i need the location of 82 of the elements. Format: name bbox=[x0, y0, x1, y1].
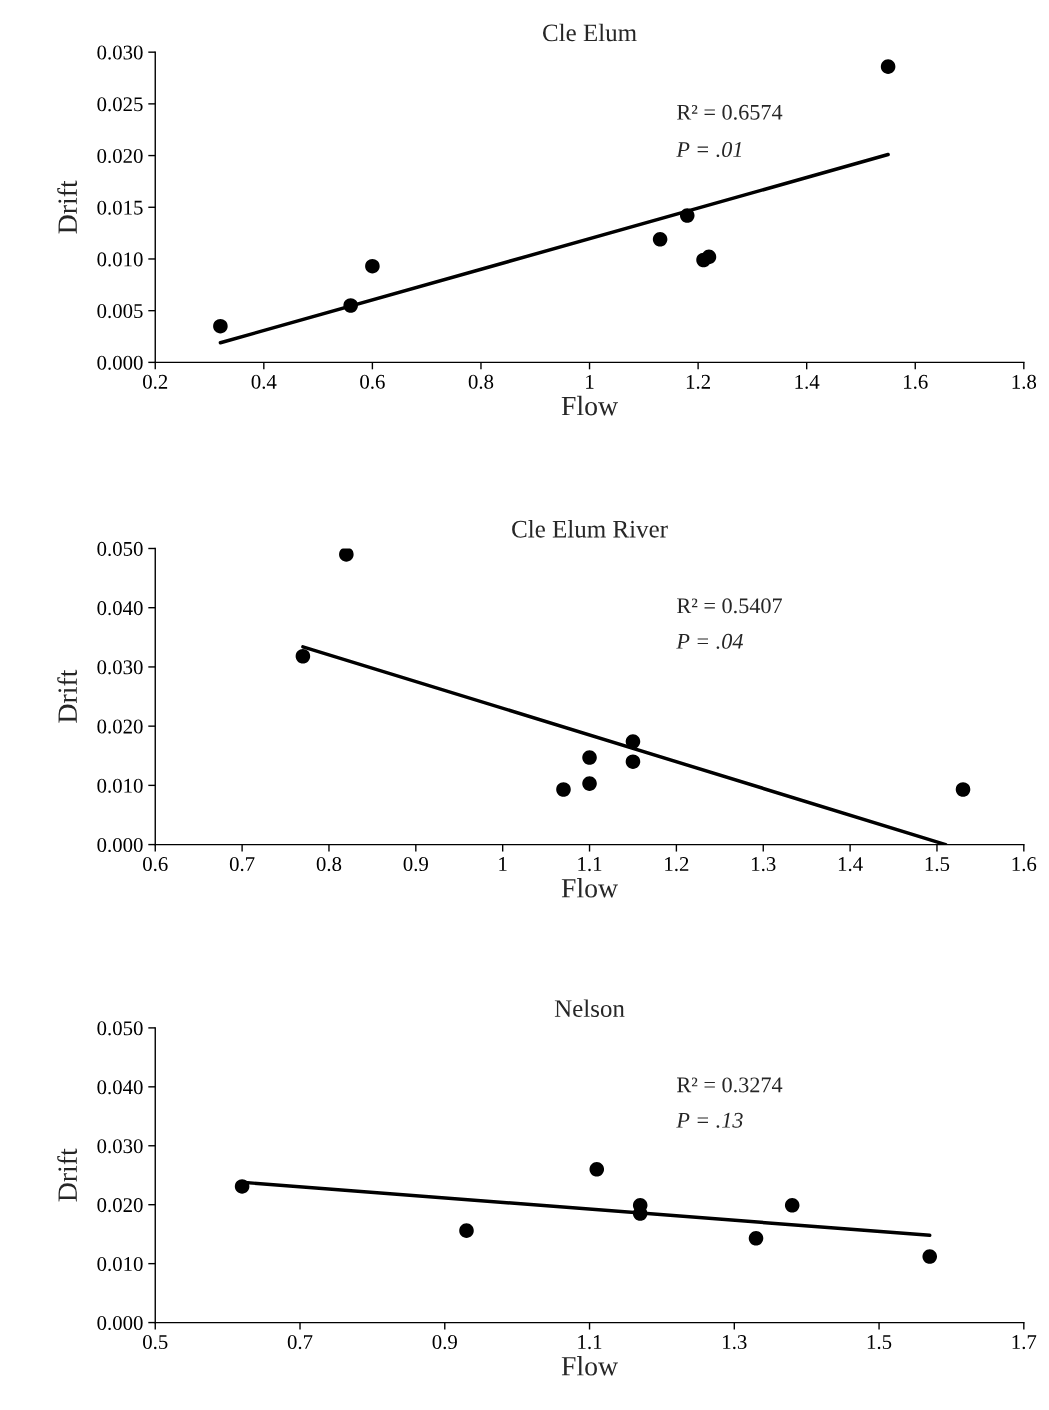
x-tick-label: 1.3 bbox=[723, 1335, 747, 1350]
y-tick-label: 0.010 bbox=[97, 1257, 143, 1272]
point bbox=[955, 782, 971, 797]
y-axis-title: Drift bbox=[57, 180, 78, 234]
point bbox=[589, 1162, 605, 1177]
x-tick-label: 1.6 bbox=[1012, 857, 1037, 872]
y-tick-label: 0.025 bbox=[97, 97, 143, 112]
point bbox=[213, 318, 228, 334]
point bbox=[295, 648, 311, 664]
x-tick-label: 1.2 bbox=[686, 374, 710, 389]
chart-title: Nelson bbox=[554, 999, 625, 1018]
x-tick-label: 0.2 bbox=[143, 374, 168, 389]
y-tick-label: 0.030 bbox=[97, 45, 143, 60]
annotation: R² = 0.6574 bbox=[677, 104, 783, 120]
y-tick-label: 0.000 bbox=[97, 355, 143, 370]
y-axis-title: Drift bbox=[57, 669, 78, 723]
x-axis-title: Flow bbox=[561, 1356, 618, 1376]
chart-title: Cle Elum River bbox=[512, 520, 668, 538]
point bbox=[339, 548, 354, 562]
x-tick-label: 0.7 bbox=[229, 857, 255, 872]
point bbox=[625, 734, 641, 749]
annotation: R² = 0.5407 bbox=[677, 598, 782, 614]
x-axis-title: Flow bbox=[561, 878, 618, 898]
point bbox=[679, 208, 695, 223]
x-tick-label: 1.6 bbox=[904, 374, 928, 389]
x-tick-label: 0.9 bbox=[403, 857, 428, 872]
x-tick-label: 0.8 bbox=[316, 857, 342, 872]
point bbox=[748, 1231, 764, 1246]
y-tick-label: 0.000 bbox=[97, 837, 143, 853]
y-tick-label: 0.010 bbox=[97, 252, 143, 267]
y-tick-label: 0.050 bbox=[97, 541, 143, 557]
annotation: R² = 0.3274 bbox=[677, 1077, 783, 1093]
x-tick-label: 0.6 bbox=[360, 374, 385, 389]
chart-title: Cle Elum bbox=[543, 23, 637, 42]
x-tick-label: 0.5 bbox=[143, 1334, 168, 1350]
x-tick-label: 1.5 bbox=[867, 1335, 892, 1350]
x-tick-label: 1.7 bbox=[1012, 1335, 1037, 1350]
x-tick-label: 0.4 bbox=[251, 374, 277, 389]
x-tick-label: 1 bbox=[499, 857, 507, 871]
point bbox=[234, 1179, 250, 1194]
x-tick-label: 1.4 bbox=[838, 857, 863, 872]
y-tick-label: 0.050 bbox=[97, 1021, 143, 1036]
x-axis-title: Flow bbox=[561, 395, 618, 416]
y-tick-label: 0.005 bbox=[97, 304, 143, 319]
x-tick-label: 0.8 bbox=[468, 374, 494, 389]
y-tick-label: 0.030 bbox=[97, 1139, 143, 1154]
y-tick-label: 0.015 bbox=[97, 200, 143, 215]
x-tick-label: 1.1 bbox=[578, 1335, 602, 1350]
point bbox=[459, 1223, 474, 1238]
point bbox=[556, 782, 571, 797]
annotation: P = .04 bbox=[676, 633, 743, 649]
y-tick-label: 0.020 bbox=[97, 719, 143, 734]
annotation: P = .13 bbox=[676, 1112, 743, 1128]
x-tick-label: 0.7 bbox=[287, 1334, 313, 1350]
point bbox=[582, 776, 597, 791]
x-tick-label: 1.2 bbox=[665, 857, 689, 872]
x-tick-label: 1.1 bbox=[578, 857, 602, 872]
y-tick-label: 0.030 bbox=[97, 660, 143, 675]
x-tick-label: 0.6 bbox=[143, 857, 168, 872]
point bbox=[880, 59, 896, 74]
point bbox=[625, 754, 641, 769]
point bbox=[582, 750, 597, 765]
x-tick-label: 1 bbox=[586, 374, 594, 389]
y-tick-label: 0.040 bbox=[97, 601, 143, 616]
y-tick-label: 0.010 bbox=[97, 778, 143, 793]
x-tick-label: 1.5 bbox=[925, 857, 950, 872]
point bbox=[365, 258, 380, 274]
annotation: P = .01 bbox=[676, 142, 742, 158]
point bbox=[652, 232, 668, 247]
x-tick-label: 0.9 bbox=[432, 1334, 457, 1350]
x-tick-label: 1.4 bbox=[795, 374, 820, 389]
x-tick-label: 1.3 bbox=[752, 857, 776, 872]
x-tick-label: 1.8 bbox=[1012, 374, 1037, 389]
y-tick-label: 0.040 bbox=[97, 1080, 143, 1095]
point bbox=[701, 249, 717, 265]
y-tick-label: 0.020 bbox=[97, 148, 143, 164]
point bbox=[343, 298, 358, 313]
y-axis-title: Drift bbox=[57, 1148, 78, 1202]
point bbox=[784, 1198, 800, 1213]
point bbox=[922, 1249, 938, 1264]
y-tick-label: 0.020 bbox=[97, 1198, 143, 1213]
y-tick-label: 0.000 bbox=[97, 1315, 143, 1331]
